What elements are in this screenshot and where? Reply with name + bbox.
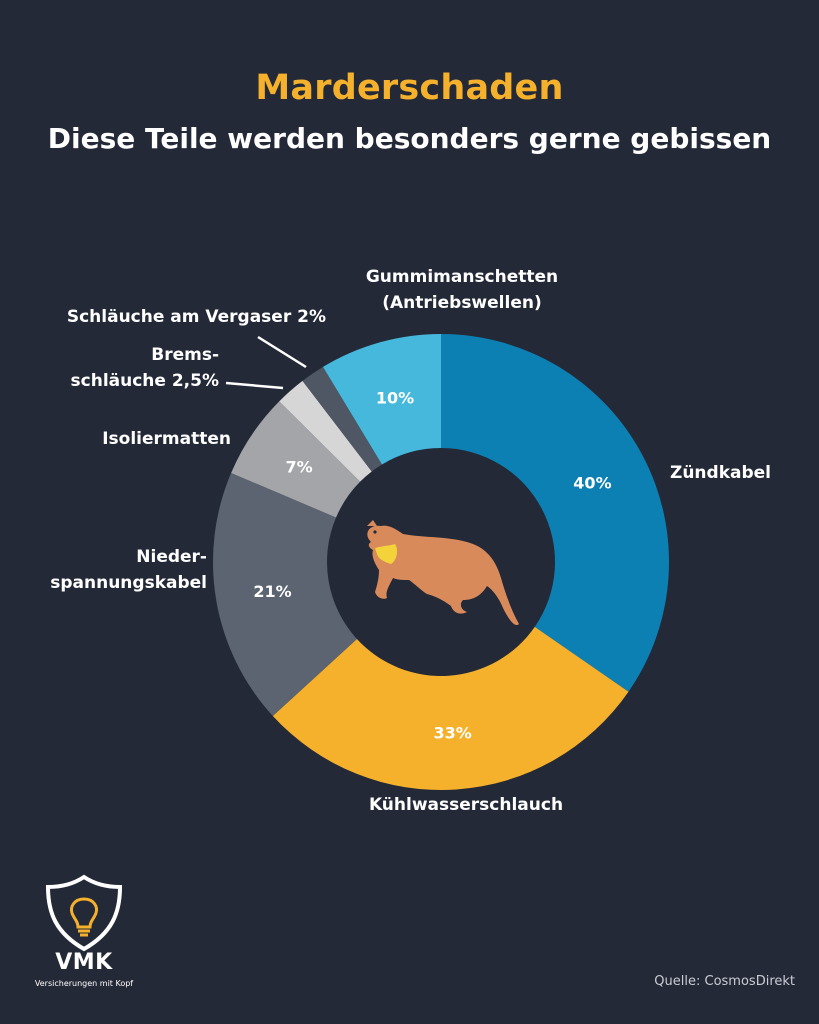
donut-slice [231, 401, 361, 518]
value-labels: 40% 33% 21% 7% 10% [253, 388, 611, 742]
donut-slice [272, 626, 629, 790]
slice-category-label: Nieder-spannungskabel [50, 547, 207, 593]
logo-tagline: Versicherungen mit Kopf [34, 979, 134, 988]
chart-subtitle: Diese Teile werden besonders gerne gebis… [47, 122, 772, 155]
slice-value-label: 7% [285, 458, 312, 477]
slice-category-label: Kühlwasserschlauch [369, 795, 563, 815]
logo-text: VMK [55, 950, 113, 975]
slice-value-label: 40% [573, 474, 611, 493]
category-labels: Zündkabel Kühlwasserschlauch Nieder-spannu… [50, 267, 771, 815]
slice-category-label: Schläuche am Vergaser 2% [67, 307, 326, 327]
donut-slice [213, 472, 357, 716]
donut-slice [279, 380, 372, 482]
marten-icon [367, 520, 519, 626]
slice-value-label: 10% [376, 388, 414, 407]
slice-category-label: Zündkabel [670, 463, 771, 483]
leader-line [225, 381, 284, 390]
slice-value-label: 21% [253, 582, 291, 601]
source-note: Quelle: CosmosDirekt [654, 974, 795, 989]
slice-value-label: 33% [433, 724, 471, 743]
donut-slice [302, 366, 382, 472]
chart-title: Marderschaden [255, 68, 564, 108]
leader-line [257, 335, 307, 369]
slice-category-label: Gummimanschetten (Antriebswellen) [366, 267, 558, 313]
donut-slice [322, 334, 441, 465]
slice-category-label: Isoliermatten [102, 429, 231, 449]
donut-slice [441, 334, 669, 692]
slice-category-label: Brems-schläuche 2,5% [71, 345, 219, 391]
donut-slices [213, 334, 669, 790]
shield-lightbulb-icon [45, 874, 123, 952]
leader-lines [225, 335, 307, 390]
